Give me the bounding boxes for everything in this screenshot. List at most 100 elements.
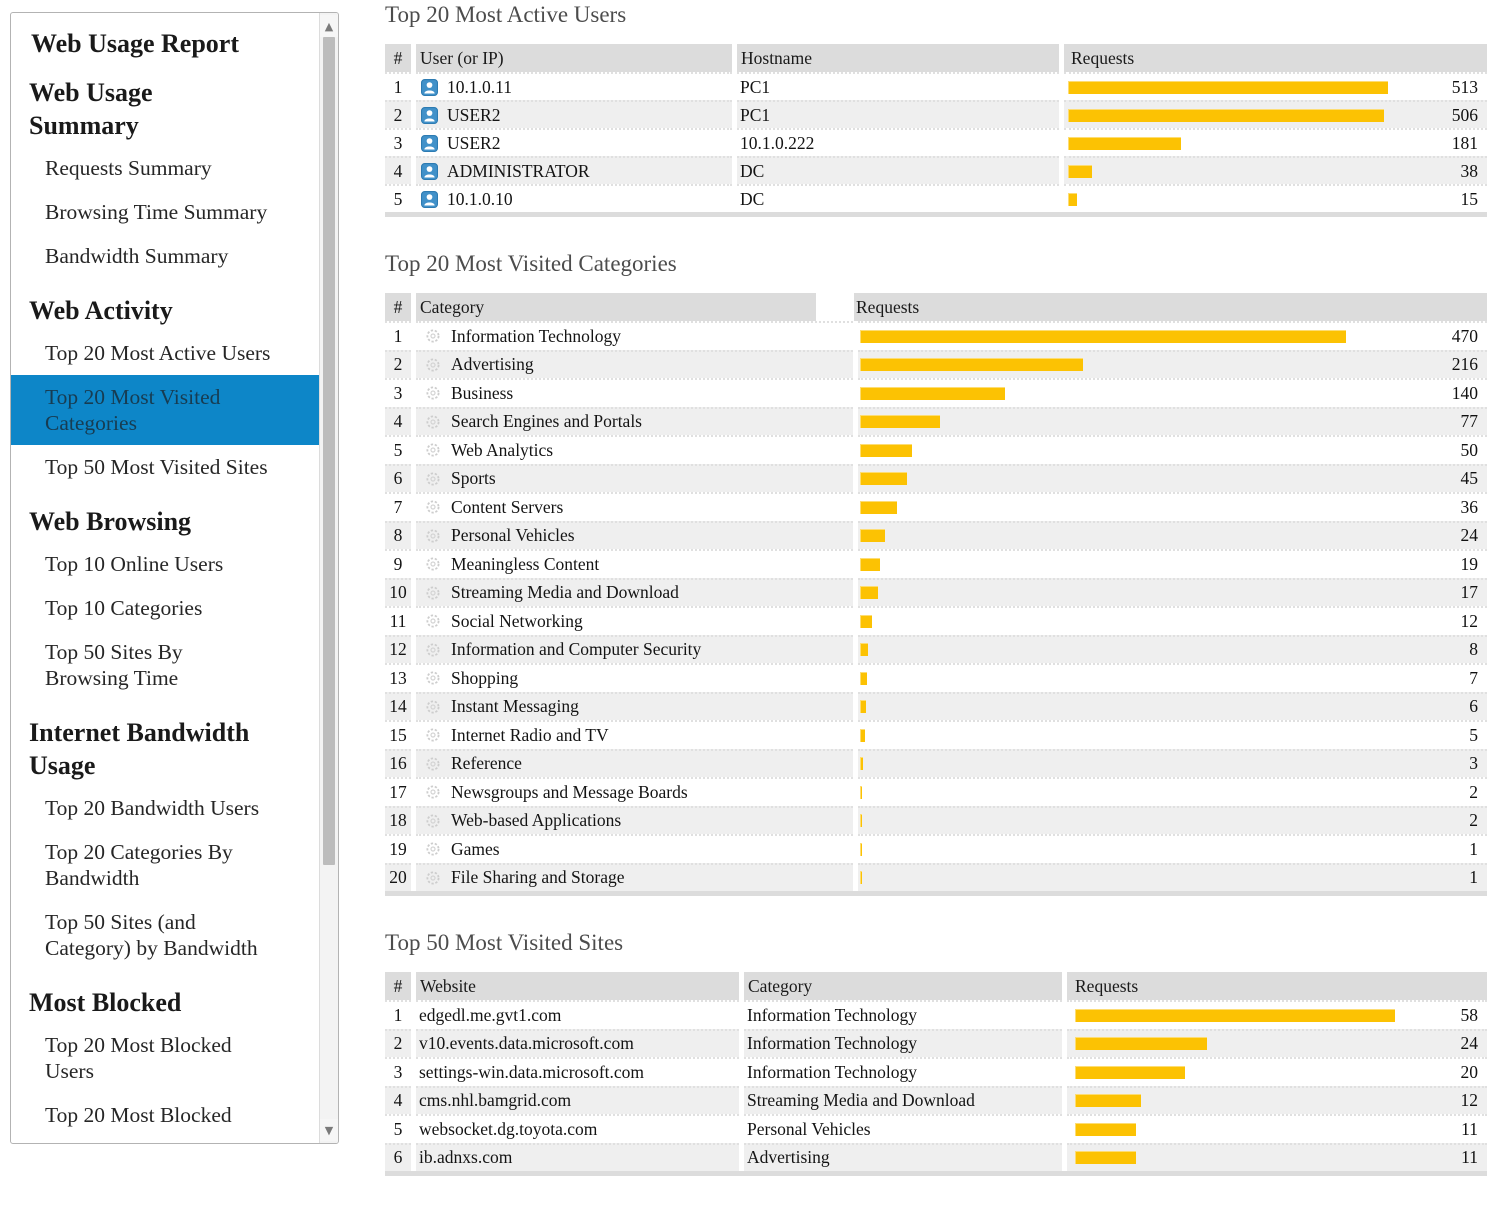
request-count: 36: [897, 497, 1487, 518]
table-row: 3 Business 140: [385, 378, 1487, 407]
column-header-category: Category: [416, 293, 816, 321]
sidebar-item-top-20-most-blocked-users[interactable]: Top 20 Most Blocked Users: [11, 1023, 319, 1093]
category-cell: Advertising: [416, 350, 853, 379]
request-bar: [1075, 1009, 1395, 1022]
requests-cell: 12: [858, 606, 1487, 635]
category-gear-icon: [425, 357, 441, 373]
request-count: 20: [1185, 1062, 1487, 1083]
sidebar-item-top-20-bandwidth-users[interactable]: Top 20 Bandwidth Users: [11, 786, 319, 830]
section-sites: Top 50 Most Visited Sites # Website Cate…: [385, 930, 1487, 1176]
request-count: 216: [1083, 354, 1487, 375]
sidebar-content: Web Usage Report Web Usage Summary Reque…: [11, 13, 319, 1143]
sidebar-item-top-20-most-visited-categories[interactable]: Top 20 Most Visited Categories: [11, 375, 319, 445]
hostname-cell: DC: [737, 156, 1059, 184]
request-bar: [860, 643, 868, 656]
sidebar-item-top-50-most-visited-sites[interactable]: Top 50 Most Visited Sites: [11, 445, 319, 489]
sidebar-item-requests-summary[interactable]: Requests Summary: [11, 146, 319, 190]
request-count: 12: [872, 611, 1487, 632]
request-count: 11: [1136, 1147, 1487, 1168]
sidebar-item-top-50-sites-by-browsing-time[interactable]: Top 50 Sites By Browsing Time: [11, 630, 319, 700]
table-row: 8 Personal Vehicles 24: [385, 521, 1487, 550]
rank-cell: 7: [385, 492, 411, 521]
table-row: 1 edgedl.me.gvt1.com Information Technol…: [385, 1000, 1487, 1029]
requests-cell: 17: [858, 578, 1487, 607]
user-name: 10.1.0.11: [447, 77, 512, 98]
requests-cell: 140: [858, 378, 1487, 407]
sidebar-item-bandwidth-summary[interactable]: Bandwidth Summary: [11, 234, 319, 278]
section-title-categories: Top 20 Most Visited Categories: [385, 251, 1487, 277]
scrollbar-thumb[interactable]: [323, 37, 335, 865]
table-row: 3 settings-win.data.microsoft.com Inform…: [385, 1057, 1487, 1086]
section-title-active-users: Top 20 Most Active Users: [385, 2, 1487, 28]
sidebar-section-web-usage-summary: Web Usage Summary: [29, 76, 309, 142]
requests-cell: 1: [858, 834, 1487, 863]
category-name: Content Servers: [451, 497, 563, 518]
rank-cell: 10: [385, 578, 411, 607]
sidebar-scrollbar[interactable]: ▲ ▼: [319, 13, 338, 1143]
requests-cell: 216: [858, 350, 1487, 379]
rank-cell: 1: [385, 321, 411, 350]
table-row: 1 10.1.0.11 PC1 513: [385, 72, 1487, 100]
category-name: Web-based Applications: [451, 810, 621, 831]
user-cell: USER2: [416, 128, 732, 156]
requests-cell: 15: [1064, 184, 1487, 212]
category-name: Social Networking: [451, 611, 583, 632]
sidebar-item-top-50-sites-by-bandwidth[interactable]: Top 50 Sites (and Category) by Bandwidth: [11, 900, 319, 970]
website-cell: v10.events.data.microsoft.com: [416, 1029, 739, 1058]
request-count: 3: [863, 753, 1487, 774]
table-row: 19 Games 1: [385, 834, 1487, 863]
column-header-rank: #: [385, 972, 411, 1000]
request-count: 77: [940, 411, 1487, 432]
category-name: Newsgroups and Message Boards: [451, 782, 688, 803]
scroll-up-icon[interactable]: ▲: [320, 15, 338, 37]
category-cell: File Sharing and Storage: [416, 863, 853, 892]
category-gear-icon: [425, 414, 441, 430]
sidebar-item-top-10-online-users[interactable]: Top 10 Online Users: [11, 542, 319, 586]
requests-cell: 38: [1064, 156, 1487, 184]
category-gear-icon: [425, 813, 441, 829]
rank-cell: 14: [385, 692, 411, 721]
table-row: 3 USER2 10.1.0.222 181: [385, 128, 1487, 156]
user-cell: 10.1.0.10: [416, 184, 732, 212]
requests-cell: 6: [858, 692, 1487, 721]
category-gear-icon: [425, 670, 441, 686]
sidebar-item-top-20-most-blocked[interactable]: Top 20 Most Blocked: [11, 1093, 319, 1137]
rank-cell: 5: [385, 435, 411, 464]
rank-cell: 2: [385, 1029, 411, 1058]
request-bar: [860, 387, 1005, 400]
requests-cell: 20: [1067, 1057, 1487, 1086]
category-name: File Sharing and Storage: [451, 867, 625, 888]
rank-cell: 6: [385, 1143, 411, 1172]
site-category-cell: Personal Vehicles: [744, 1114, 1062, 1143]
category-name: Instant Messaging: [451, 696, 579, 717]
sidebar-title: Web Usage Report: [31, 27, 309, 60]
sidebar-item-top-10-categories[interactable]: Top 10 Categories: [11, 586, 319, 630]
scroll-down-icon[interactable]: ▼: [320, 1119, 338, 1141]
sidebar-item-top-20-most-active-users[interactable]: Top 20 Most Active Users: [11, 331, 319, 375]
sidebar-item-browsing-time-summary[interactable]: Browsing Time Summary: [11, 190, 319, 234]
category-cell: Newsgroups and Message Boards: [416, 777, 853, 806]
request-count: 17: [878, 582, 1487, 603]
request-bar: [1075, 1151, 1136, 1164]
rank-cell: 16: [385, 749, 411, 778]
category-name: Business: [451, 383, 513, 404]
rank-cell: 2: [385, 100, 411, 128]
category-gear-icon: [425, 727, 441, 743]
category-cell: Games: [416, 834, 853, 863]
request-count: 24: [1207, 1033, 1487, 1054]
request-count: 2: [862, 782, 1487, 803]
category-gear-icon: [425, 556, 441, 572]
column-header-requests: Requests: [854, 293, 1487, 321]
rank-cell: 9: [385, 549, 411, 578]
rank-cell: 8: [385, 521, 411, 550]
requests-cell: 12: [1067, 1086, 1487, 1115]
column-header-rank: #: [385, 44, 411, 72]
user-icon: [421, 79, 438, 96]
category-name: Information and Computer Security: [451, 639, 701, 660]
request-count: 1: [862, 839, 1487, 860]
section-categories: Top 20 Most Visited Categories # Categor…: [385, 251, 1487, 896]
category-name: Shopping: [451, 668, 518, 689]
category-name: Streaming Media and Download: [451, 582, 679, 603]
rank-cell: 5: [385, 1114, 411, 1143]
sidebar-item-top-20-categories-by-bandwidth[interactable]: Top 20 Categories By Bandwidth: [11, 830, 319, 900]
